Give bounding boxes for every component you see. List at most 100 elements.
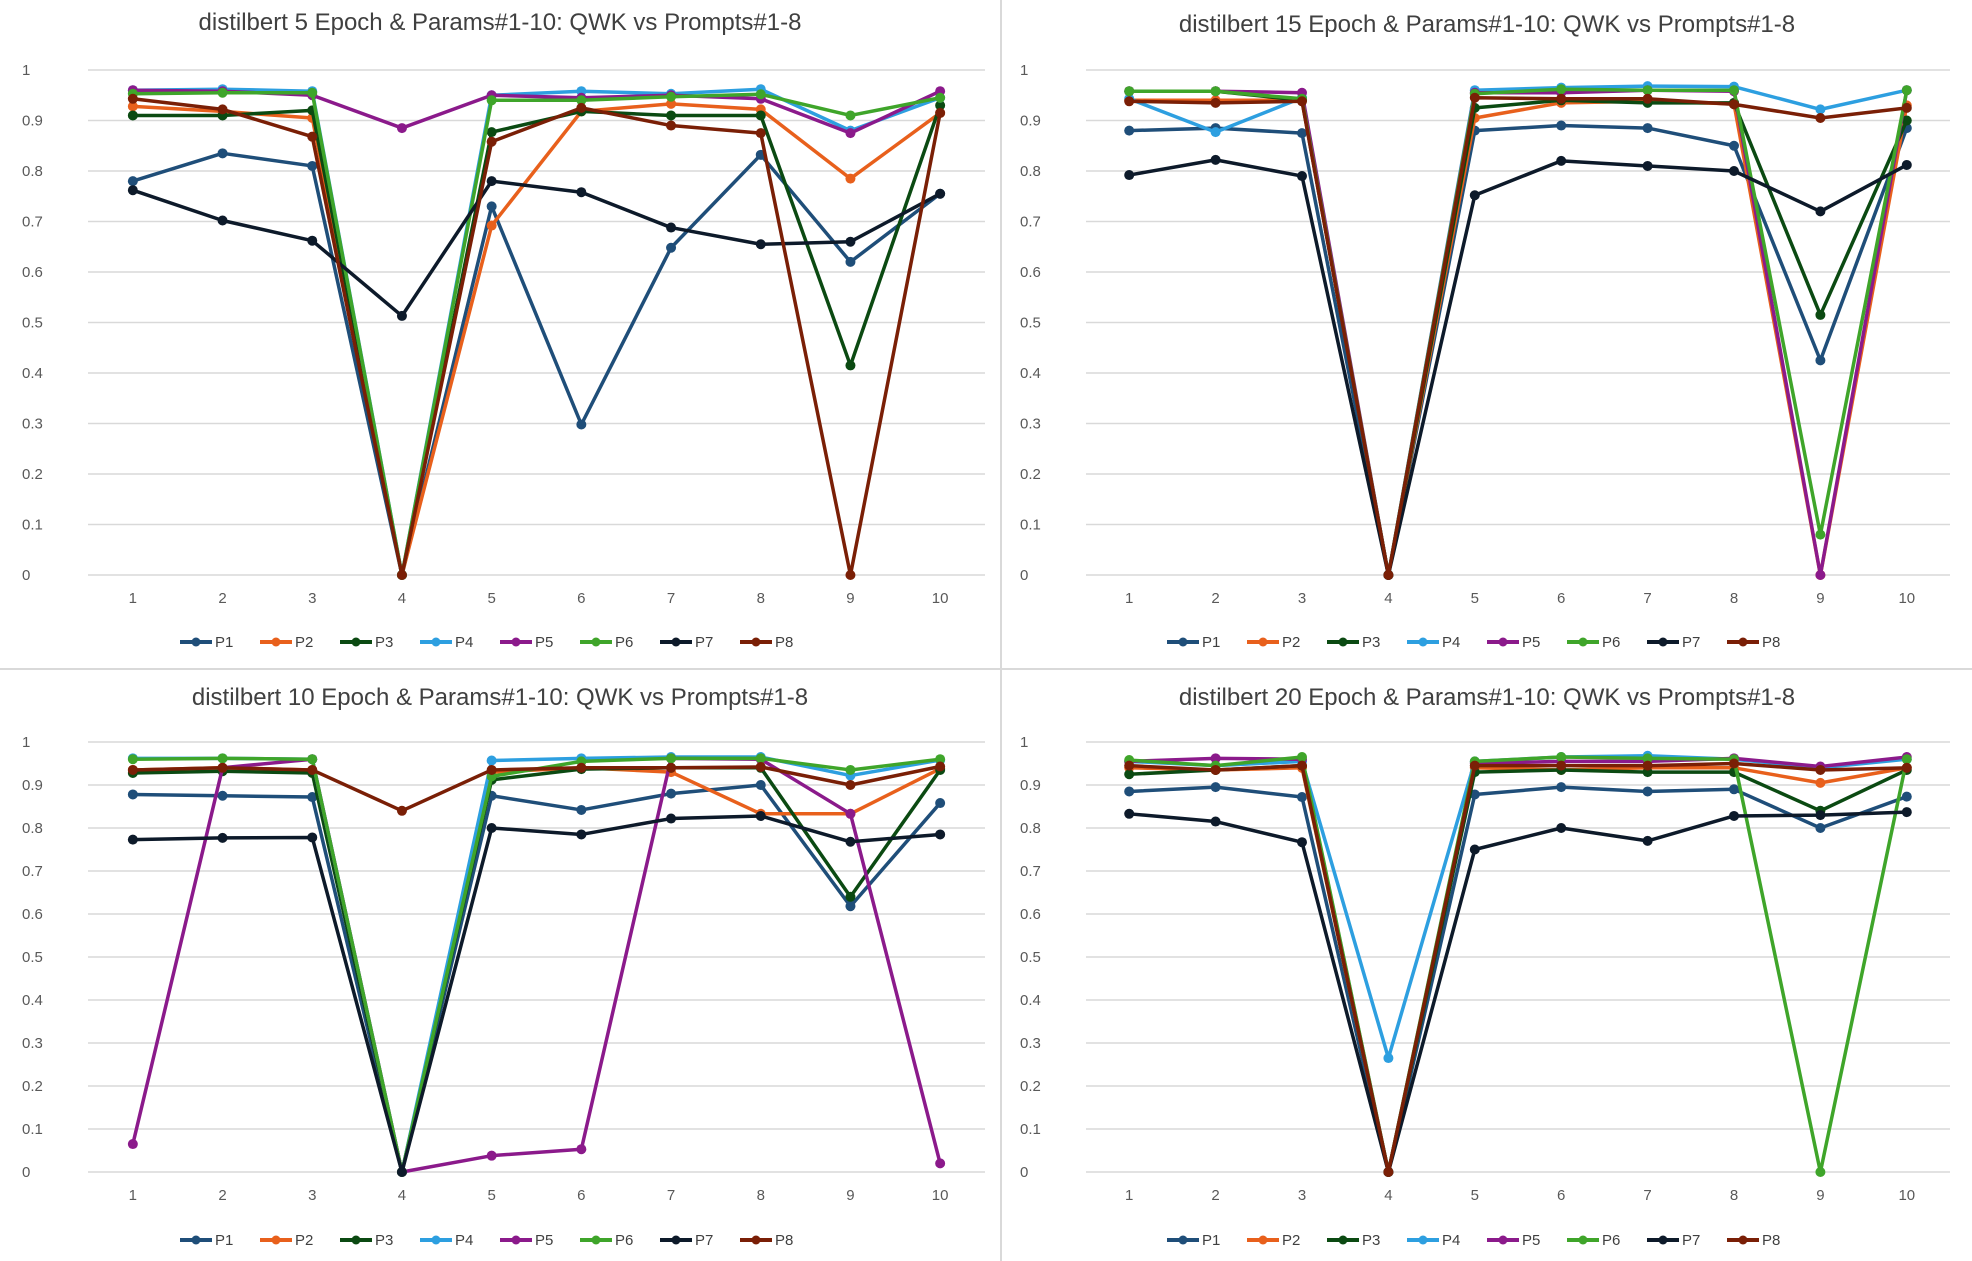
data-point	[1815, 764, 1826, 775]
data-point	[1556, 760, 1567, 771]
data-point	[1729, 784, 1739, 795]
x-tick-label: 3	[1298, 590, 1306, 607]
data-point	[1642, 93, 1653, 104]
data-point	[307, 160, 318, 171]
x-tick-label: 5	[1471, 1187, 1479, 1204]
data-point	[307, 87, 318, 98]
series-p7	[127, 810, 946, 1177]
legend-marker	[1178, 1235, 1188, 1245]
series-line	[132, 179, 941, 318]
y-tick-label: 0.2	[1020, 466, 1041, 483]
legend-marker	[191, 1235, 201, 1245]
chart-panel-20-epoch: distilbert 20 Epoch & Params#1-10: QWK v…	[1002, 670, 1972, 1261]
x-tick-label: 10	[1898, 1187, 1915, 1204]
legend-label: P5	[1522, 634, 1540, 651]
series-p8	[127, 93, 946, 580]
legend-marker	[1578, 1235, 1588, 1245]
series-p6	[1124, 84, 1912, 580]
data-point	[576, 187, 587, 198]
y-tick-label: 0.3	[22, 416, 43, 433]
y-tick-label: 0.6	[22, 906, 43, 923]
legend-marker	[1498, 637, 1508, 647]
data-point	[307, 792, 318, 803]
legend-marker	[271, 1235, 281, 1245]
y-tick-label: 0.8	[1020, 820, 1041, 837]
series-p6	[127, 87, 946, 580]
x-tick-label: 8	[1730, 1187, 1738, 1204]
y-tick-label: 0.2	[22, 1078, 43, 1095]
series-line	[1129, 785, 1908, 1174]
data-point	[845, 236, 856, 247]
legend-item-p8: P8	[1727, 634, 1780, 651]
data-point	[666, 788, 677, 799]
x-tick-label: 7	[1643, 590, 1651, 607]
data-point	[1297, 96, 1307, 107]
data-point	[666, 762, 677, 773]
data-point	[1901, 159, 1912, 170]
x-tick-label: 4	[1384, 590, 1392, 607]
x-tick-label: 7	[1643, 1187, 1651, 1204]
legend-item-p8: P8	[740, 634, 793, 651]
x-tick-label: 2	[1211, 1187, 1219, 1204]
legend-item-p4: P4	[1407, 1232, 1460, 1249]
legend-marker	[351, 637, 361, 647]
data-point	[127, 101, 138, 112]
data-point	[1815, 810, 1826, 821]
series-line	[132, 87, 941, 577]
series-p8	[127, 761, 946, 816]
data-point	[845, 110, 856, 121]
legend-item-p7: P7	[660, 634, 713, 651]
data-point	[307, 131, 318, 142]
data-point	[217, 215, 228, 226]
data-point	[935, 1158, 946, 1169]
data-point	[576, 419, 587, 430]
x-tick-label: 3	[308, 1187, 316, 1204]
data-point	[127, 1139, 138, 1150]
y-tick-label: 0.4	[1020, 992, 1041, 1009]
data-point	[666, 753, 677, 764]
data-point	[1469, 190, 1480, 201]
data-point	[127, 764, 138, 775]
legend-item-p4: P4	[420, 634, 473, 651]
legend-marker	[671, 637, 681, 647]
data-point	[1124, 86, 1135, 97]
y-tick-label: 0.4	[1020, 365, 1041, 382]
data-point	[1469, 789, 1480, 800]
legend-label: P7	[1682, 634, 1700, 651]
data-point	[1729, 85, 1739, 96]
series-line	[132, 814, 941, 1174]
data-point	[755, 761, 766, 772]
legend-label: P5	[1522, 1232, 1540, 1249]
data-point	[845, 891, 856, 902]
data-point	[1469, 92, 1480, 103]
data-point	[486, 127, 497, 138]
data-point	[486, 201, 497, 212]
data-point	[845, 780, 856, 790]
series-line	[132, 88, 941, 135]
data-point	[307, 754, 318, 765]
legend-marker	[271, 637, 281, 647]
data-point	[1901, 762, 1912, 773]
series-line	[132, 97, 942, 577]
legend-label: P5	[535, 634, 553, 651]
y-tick-label: 0.6	[1020, 906, 1041, 923]
series-p5	[127, 753, 946, 1177]
y-tick-label: 0.5	[1020, 949, 1041, 966]
legend-item-p6: P6	[580, 634, 633, 651]
data-point	[217, 790, 228, 801]
y-tick-label: 1	[22, 734, 30, 751]
chart-title: distilbert 20 Epoch & Params#1-10: QWK v…	[1179, 684, 1795, 711]
x-tick-label: 8	[757, 590, 765, 607]
data-point	[1642, 85, 1653, 96]
data-point	[935, 92, 946, 103]
data-point	[576, 1144, 587, 1155]
data-point	[1210, 816, 1221, 827]
x-tick-label: 2	[218, 590, 226, 607]
y-tick-label: 0.3	[1020, 416, 1041, 433]
data-point	[845, 764, 856, 775]
series-line	[132, 102, 942, 577]
y-tick-label: 0.1	[1020, 517, 1041, 534]
legend-item-p5: P5	[1487, 1232, 1540, 1249]
legend-item-p6: P6	[1567, 634, 1620, 651]
legend-marker	[1338, 637, 1348, 647]
